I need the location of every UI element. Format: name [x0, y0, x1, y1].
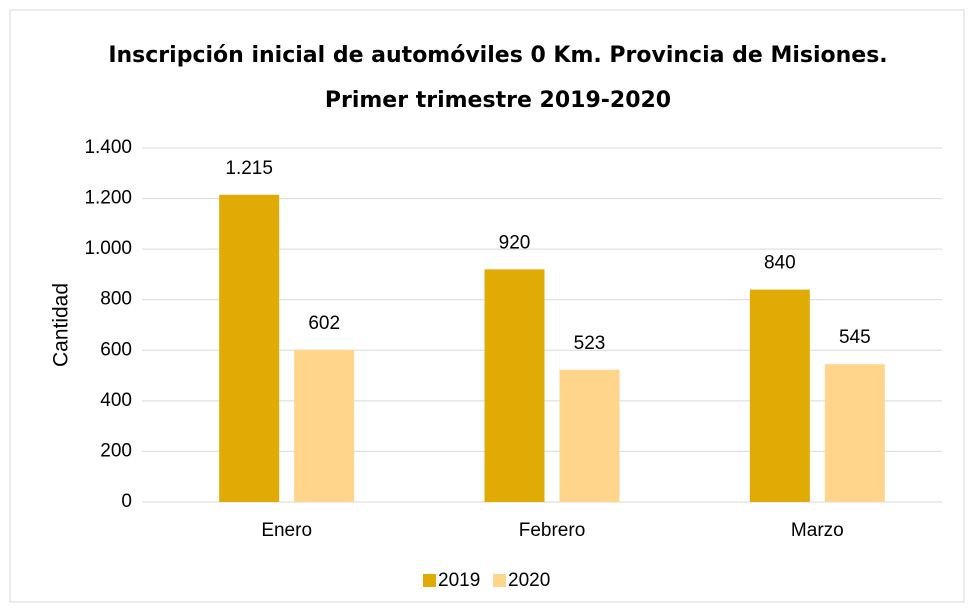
y-tick-label: 0	[121, 491, 132, 512]
value-label: 1.215	[225, 158, 273, 179]
y-tick-label: 200	[100, 440, 132, 461]
legend-swatch	[423, 574, 436, 587]
y-tick-label: 800	[100, 289, 132, 310]
y-tick-label: 400	[100, 390, 132, 411]
legend-label: 2019	[438, 570, 480, 591]
value-label: 920	[499, 232, 531, 253]
x-tick-label: Marzo	[791, 520, 844, 541]
bar	[294, 349, 355, 502]
x-tick-label: Enero	[261, 520, 312, 541]
bar	[559, 369, 620, 502]
bar	[219, 194, 280, 502]
bar	[749, 289, 810, 502]
y-tick-label: 1.200	[84, 188, 132, 209]
y-tick-label: 1.000	[84, 238, 132, 259]
value-label: 523	[574, 333, 606, 354]
chart-subtitle: Primer trimestre 2019-2020	[325, 88, 671, 113]
value-label: 545	[839, 327, 871, 348]
x-tick-label: Febrero	[519, 520, 586, 541]
chart-title: Inscripción inicial de automóviles 0 Km.…	[108, 43, 887, 68]
y-axis-label: Cantidad	[50, 283, 73, 367]
bar	[824, 364, 885, 502]
bar	[484, 269, 545, 502]
legend-label: 2020	[508, 570, 550, 591]
legend-swatch	[493, 574, 506, 587]
value-label: 840	[764, 253, 796, 274]
y-tick-label: 600	[100, 339, 132, 360]
value-label: 602	[308, 313, 340, 334]
y-tick-label: 1.400	[84, 137, 132, 158]
